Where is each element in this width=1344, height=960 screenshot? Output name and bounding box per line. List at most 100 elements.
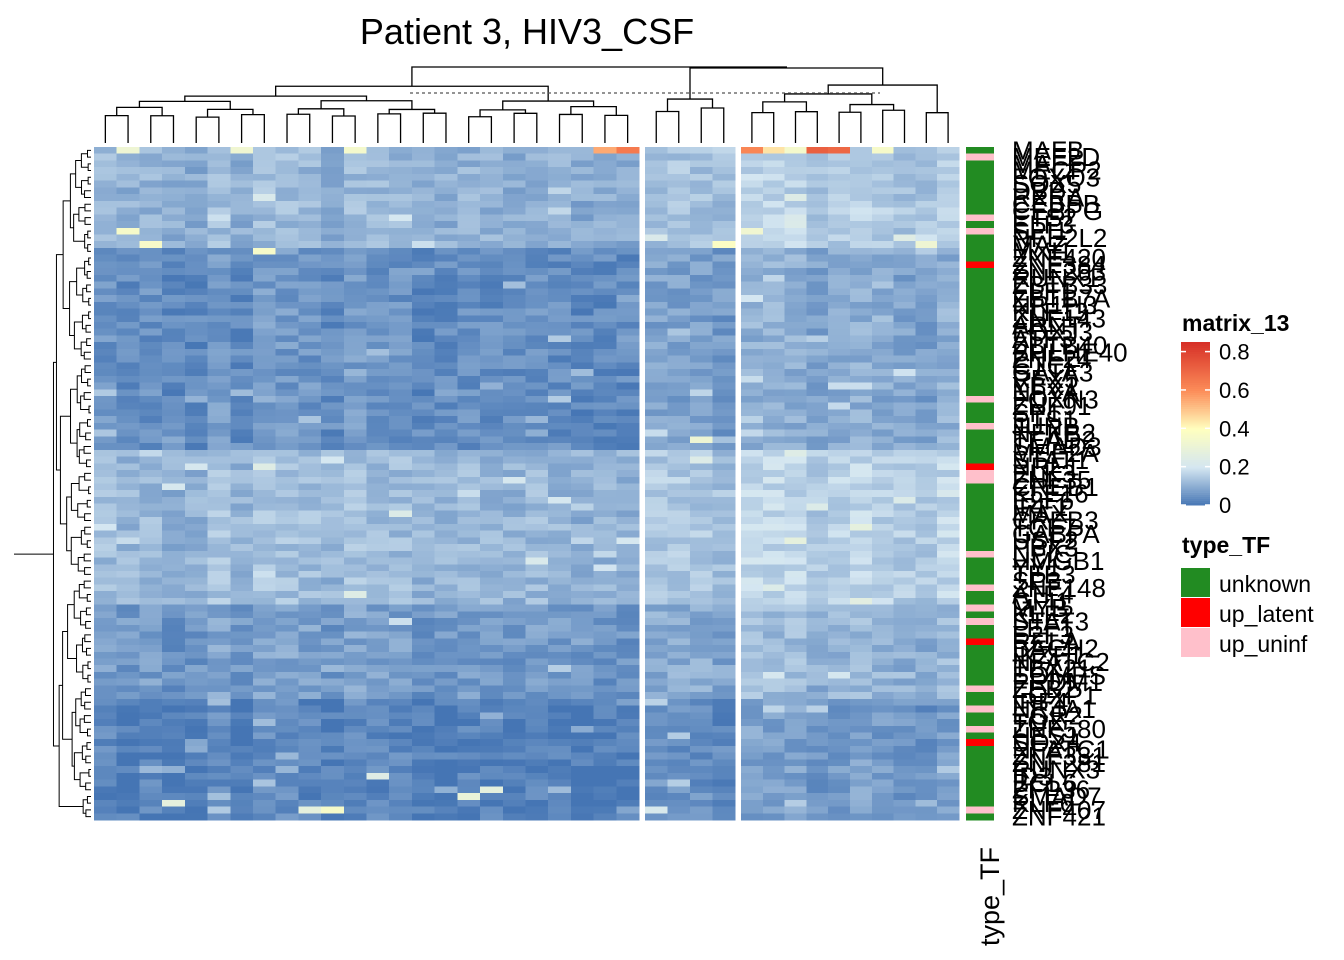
heatmap-cell xyxy=(570,530,594,538)
heatmap-cell xyxy=(806,315,829,323)
heatmap-cell xyxy=(741,732,764,740)
dendrogram-branch xyxy=(76,267,85,296)
heatmap-cell xyxy=(502,375,526,383)
heatmap-cell xyxy=(434,308,458,316)
heatmap-cell xyxy=(94,422,118,431)
row-label: TEAD2 xyxy=(1012,425,1096,455)
heatmap-cell xyxy=(712,517,736,525)
heatmap-cell xyxy=(525,402,549,410)
heatmap-cell xyxy=(502,402,526,410)
heatmap-cell xyxy=(321,772,345,781)
heatmap-cell xyxy=(850,443,873,451)
heatmap-cell xyxy=(457,530,481,538)
heatmap-cell xyxy=(502,389,526,397)
heatmap-cell xyxy=(871,247,894,256)
heatmap-cell xyxy=(850,362,873,370)
row-label: ATF4 xyxy=(1012,580,1074,610)
heatmap-cell xyxy=(480,692,504,700)
heatmap-cell xyxy=(184,732,208,740)
heatmap-cell xyxy=(207,483,231,491)
heatmap-cell xyxy=(593,611,617,619)
heatmap-cell xyxy=(893,402,916,410)
heatmap-cell xyxy=(184,692,208,700)
heatmap-cell xyxy=(806,658,829,666)
heatmap-cell xyxy=(616,510,640,518)
heatmap-cell xyxy=(502,180,526,188)
heatmap-cell xyxy=(850,301,873,309)
heatmap-cell xyxy=(915,221,938,229)
heatmap-cell xyxy=(116,409,140,417)
heatmap-cell xyxy=(915,153,938,161)
heatmap-cell xyxy=(937,570,960,579)
heatmap-cell xyxy=(457,328,481,336)
heatmap-cell xyxy=(593,247,617,256)
heatmap-cell xyxy=(741,456,764,464)
heatmap-cell xyxy=(525,712,549,720)
heatmap-cell xyxy=(207,261,231,269)
heatmap-cell xyxy=(184,167,208,175)
heatmap-cell xyxy=(667,806,691,814)
heatmap-cell xyxy=(139,274,163,282)
heatmap-cell xyxy=(94,766,118,774)
heatmap-cell xyxy=(893,570,916,579)
heatmap-cell xyxy=(366,443,390,451)
heatmap-cell xyxy=(762,173,785,182)
heatmap-cell xyxy=(741,389,764,397)
heatmap-cell xyxy=(828,295,851,303)
heatmap-cell xyxy=(162,436,186,444)
heatmap-cell xyxy=(275,355,299,363)
heatmap-cell xyxy=(570,799,594,807)
heatmap-cell xyxy=(915,274,938,282)
heatmap-cell xyxy=(712,362,736,370)
heatmap-cell xyxy=(850,173,873,182)
heatmap-cell xyxy=(298,247,322,256)
heatmap-cell xyxy=(712,274,736,282)
dendrogram-branch xyxy=(87,728,91,737)
heatmap-cell xyxy=(828,416,851,424)
heatmap-cell xyxy=(712,631,736,639)
heatmap-cell xyxy=(871,429,894,437)
heatmap-cell xyxy=(116,719,140,727)
heatmap-cell xyxy=(548,173,572,182)
heatmap-cell xyxy=(298,719,322,727)
heatmap-cell xyxy=(525,153,549,161)
heatmap-cell xyxy=(784,194,807,202)
heatmap-cell xyxy=(616,207,640,215)
heatmap-cell xyxy=(593,402,617,410)
heatmap-cell xyxy=(570,712,594,720)
heatmap-cell xyxy=(502,638,526,646)
heatmap-cell xyxy=(184,806,208,814)
heatmap-cell xyxy=(502,436,526,444)
heatmap-cell xyxy=(871,207,894,215)
heatmap-cell xyxy=(116,678,140,686)
heatmap-cell xyxy=(828,241,851,249)
heatmap-cell xyxy=(184,698,208,706)
heatmap-cell xyxy=(871,685,894,693)
heatmap-cell xyxy=(184,221,208,229)
heatmap-cell xyxy=(275,227,299,235)
heatmap-cell xyxy=(616,557,640,565)
heatmap-cell xyxy=(593,766,617,774)
heatmap-cell xyxy=(667,422,691,431)
heatmap-cell xyxy=(525,456,549,464)
heatmap-cell xyxy=(184,416,208,424)
heatmap-cell xyxy=(162,665,186,673)
heatmap-cell xyxy=(230,449,254,457)
colorbar-segment xyxy=(1181,362,1210,366)
heatmap-cell xyxy=(893,449,916,457)
heatmap-cell xyxy=(434,463,458,471)
heatmap-cell xyxy=(366,577,390,585)
annotation-cell xyxy=(966,241,994,249)
heatmap-cell xyxy=(850,705,873,713)
heatmap-cell xyxy=(645,665,668,673)
heatmap-cell xyxy=(645,416,668,424)
heatmap-cell xyxy=(411,483,436,491)
heatmap-cell xyxy=(915,665,938,673)
heatmap-cell xyxy=(570,678,594,686)
heatmap-cell xyxy=(366,227,390,235)
heatmap-cell xyxy=(434,698,458,706)
heatmap-cell xyxy=(411,537,436,545)
heatmap-cell xyxy=(893,678,916,686)
heatmap-cell xyxy=(275,759,299,767)
heatmap-cell xyxy=(548,719,572,727)
